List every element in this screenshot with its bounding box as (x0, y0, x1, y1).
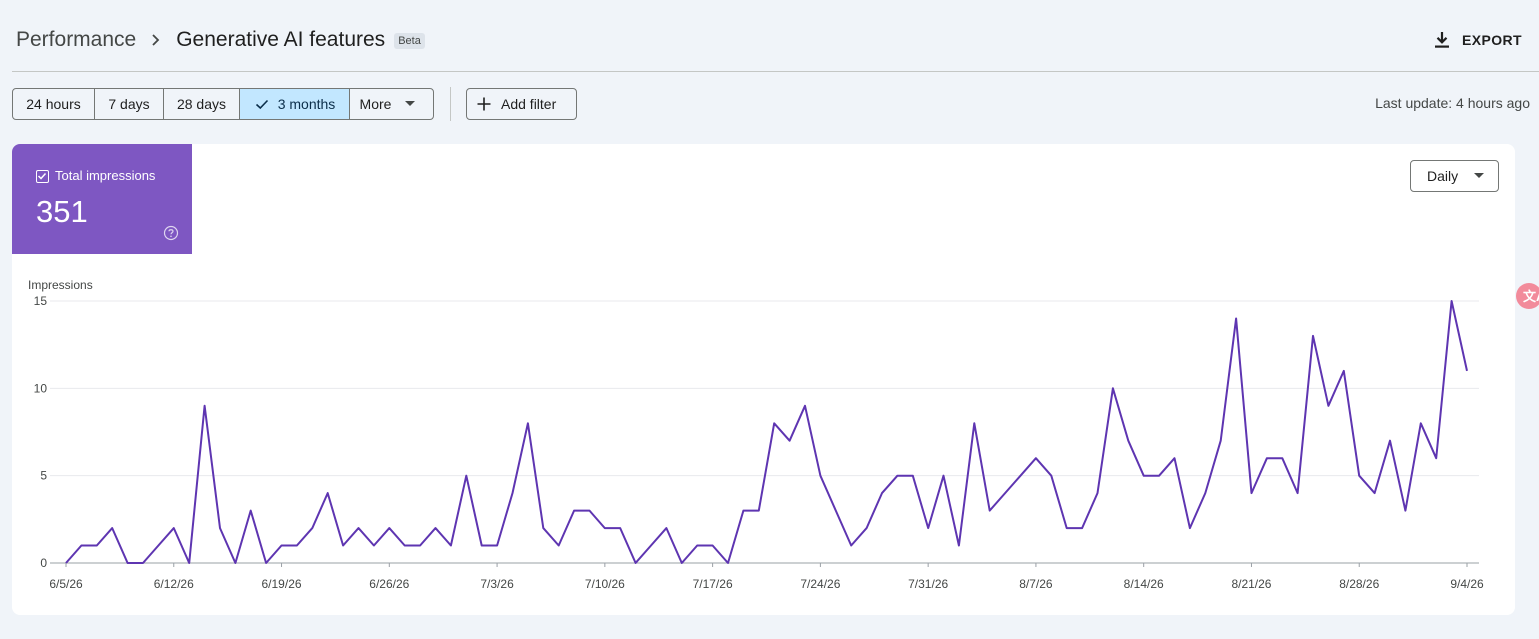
range-28-days-chip[interactable]: 28 days (164, 89, 240, 119)
x-tick-label: 8/28/26 (1339, 577, 1379, 591)
page-header: Performance Generative AI features Beta … (0, 0, 1539, 72)
x-tick-label: 7/31/26 (908, 577, 948, 591)
x-tick-label: 6/26/26 (369, 577, 409, 591)
x-tick-label: 6/5/26 (49, 577, 83, 591)
beta-badge: Beta (394, 33, 425, 49)
metric-label: Total impressions (55, 168, 156, 183)
range-label: 3 months (277, 96, 336, 112)
caret-down-icon (405, 101, 416, 106)
impressions-series-line (65, 300, 1468, 564)
range-label: 7 days (108, 96, 150, 112)
breadcrumb-performance-link[interactable]: Performance (16, 28, 137, 51)
metric-checkbox[interactable] (36, 170, 49, 183)
download-icon (1435, 32, 1449, 48)
range-7-days-chip[interactable]: 7 days (95, 89, 164, 119)
help-icon[interactable] (163, 225, 179, 241)
toolbar-separator (450, 87, 451, 121)
more-label: More (359, 96, 392, 112)
x-tick-label: 7/24/26 (800, 577, 840, 591)
plus-icon (477, 97, 491, 111)
total-impressions-tile[interactable]: Total impressions 351 (12, 144, 192, 254)
svg-text:文A: 文A (1523, 289, 1539, 304)
y-tick-label: 5 (40, 469, 47, 483)
translate-button[interactable]: 文A (1515, 282, 1539, 310)
x-tick-label: 8/21/26 (1231, 577, 1271, 591)
breadcrumb: Performance Generative AI features Beta (16, 28, 425, 52)
x-tick-label: 6/19/26 (262, 577, 302, 591)
x-tick-label: 8/14/26 (1124, 577, 1164, 591)
caret-down-icon (1474, 173, 1484, 178)
more-ranges-dropdown[interactable]: More (350, 89, 433, 119)
x-tick-label: 6/12/26 (154, 577, 194, 591)
translate-icon: 文A (1516, 283, 1539, 309)
header-divider (12, 71, 1539, 72)
export-button[interactable]: EXPORT (1432, 27, 1522, 53)
granularity-label: Daily (1427, 168, 1459, 184)
x-tick-label: 9/4/26 (1450, 577, 1484, 591)
page-title: Generative AI features (176, 28, 386, 51)
chevron-right-icon (136, 28, 176, 52)
check-icon (37, 172, 47, 180)
add-filter-label: Add filter (501, 96, 557, 112)
metric-value: 351 (36, 194, 88, 229)
date-range-selector: 24 hours 7 days 28 days 3 months More (12, 88, 434, 120)
x-tick-label: 7/17/26 (693, 577, 733, 591)
range-24-hours-chip[interactable]: 24 hours (13, 89, 95, 119)
range-label: 28 days (176, 96, 227, 112)
last-update-text: Last update: 4 hours ago (1375, 95, 1530, 111)
x-tick-label: 8/7/26 (1019, 577, 1053, 591)
y-tick-label: 0 (40, 556, 47, 570)
add-filter-button[interactable]: Add filter (466, 88, 577, 120)
y-tick-label: 15 (34, 294, 48, 308)
x-tick-label: 7/3/26 (480, 577, 514, 591)
range-label: 24 hours (26, 96, 81, 112)
x-tick-label: 7/10/26 (585, 577, 625, 591)
y-axis-label: Impressions (28, 278, 93, 292)
check-icon (255, 99, 268, 110)
range-3-months-chip[interactable]: 3 months (240, 89, 350, 119)
export-label: EXPORT (1462, 32, 1522, 48)
performance-chart-card: Total impressions 351 Daily (12, 144, 1515, 615)
y-tick-label: 10 (34, 381, 48, 395)
granularity-dropdown[interactable]: Daily (1410, 160, 1499, 192)
impressions-line-chart: Impressions 0 5 10 15 6/5/26 6/12/26 6/19/26 6/2… (28, 278, 1484, 591)
